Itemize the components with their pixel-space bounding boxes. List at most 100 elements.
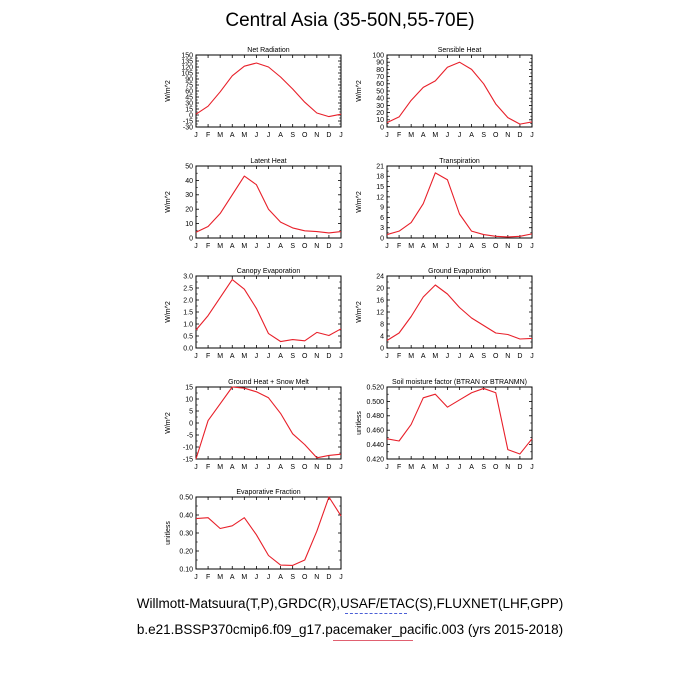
panel-title: Latent Heat <box>250 158 286 165</box>
y-axis-label: W/m^2 <box>165 191 172 213</box>
x-tick-label: A <box>421 464 426 471</box>
x-tick-label: J <box>446 132 450 139</box>
x-tick-label: O <box>302 353 308 360</box>
series-line <box>386 284 533 341</box>
y-tick-label: 2.5 <box>183 285 193 292</box>
y-tick-label: 16 <box>376 297 384 304</box>
y-axis-label: W/m^2 <box>356 80 363 102</box>
x-tick-label: J <box>385 132 389 139</box>
x-tick-label: J <box>339 353 343 360</box>
y-tick-label: 0.440 <box>366 442 384 449</box>
y-tick-label: 2.0 <box>183 297 193 304</box>
x-tick-label: J <box>446 464 450 471</box>
chart-panel: Canopy Evaporation W/m^2 0.0 0.5 1.0 1.5 2.0 2.… <box>165 268 343 360</box>
x-tick-label: N <box>314 243 319 250</box>
y-tick-label: 15 <box>376 184 384 191</box>
y-tick-label: 15 <box>185 384 193 391</box>
x-tick-label: M <box>408 353 414 360</box>
x-tick-label: D <box>517 464 522 471</box>
series-line <box>195 496 342 566</box>
x-tick-label: A <box>230 574 235 581</box>
y-tick-label: 3 <box>380 225 384 232</box>
x-tick-label: A <box>230 353 235 360</box>
y-tick-label: 135 <box>181 58 193 65</box>
y-tick-label: 0.460 <box>366 428 384 435</box>
series-line <box>195 279 342 343</box>
y-tick-label: 40 <box>185 178 193 185</box>
x-tick-label: D <box>326 464 331 471</box>
y-tick-label: 20 <box>376 110 384 117</box>
y-tick-label: 100 <box>372 52 384 59</box>
x-tick-label: A <box>421 353 426 360</box>
panel-title: Transpiration <box>439 158 480 165</box>
x-tick-label: S <box>290 574 295 581</box>
y-axis-label: unitless <box>356 411 363 435</box>
x-tick-label: J <box>267 353 271 360</box>
x-tick-label: J <box>458 243 462 250</box>
x-tick-label: M <box>241 243 247 250</box>
x-tick-label: J <box>339 132 343 139</box>
x-tick-label: J <box>267 243 271 250</box>
x-tick-label: J <box>385 353 389 360</box>
chart-panel: Ground Heat + Snow Melt W/m^2 -15 -10 -5 0 5 10… <box>165 379 343 471</box>
y-tick-label: 10 <box>185 221 193 228</box>
x-tick-label: A <box>278 574 283 581</box>
panel-title: Canopy Evaporation <box>237 268 301 275</box>
x-tick-label: A <box>469 353 474 360</box>
x-tick-label: J <box>385 243 389 250</box>
panel-title: Ground Heat + Snow Melt <box>228 379 309 386</box>
y-axis-label: W/m^2 <box>165 80 172 102</box>
y-axis-label: W/m^2 <box>165 301 172 323</box>
y-tick-label: 75 <box>185 82 193 89</box>
x-tick-label: A <box>278 243 283 250</box>
x-tick-label: A <box>421 243 426 250</box>
y-tick-label: 5 <box>189 408 193 415</box>
x-tick-label: J <box>339 464 343 471</box>
x-tick-label: F <box>397 132 401 139</box>
series-line <box>386 387 533 455</box>
page-title: Central Asia (35-50N,55-70E) <box>225 10 475 31</box>
x-tick-label: J <box>255 353 259 360</box>
x-tick-label: O <box>302 243 308 250</box>
x-tick-label: A <box>421 132 426 139</box>
x-tick-label: A <box>278 353 283 360</box>
y-tick-label: 30 <box>185 192 193 199</box>
y-tick-label: 0.40 <box>179 512 193 519</box>
x-tick-label: O <box>302 132 308 139</box>
y-tick-label: 21 <box>376 163 384 170</box>
x-tick-label: D <box>326 243 331 250</box>
x-tick-label: S <box>481 353 486 360</box>
x-tick-label: S <box>481 243 486 250</box>
x-tick-label: A <box>469 243 474 250</box>
panel-title: Soil moisture factor (BTRAN or BTRANMN) <box>392 379 527 386</box>
x-tick-label: M <box>217 574 223 581</box>
x-tick-label: M <box>432 132 438 139</box>
series-line <box>195 62 342 118</box>
y-tick-label: 45 <box>185 94 193 101</box>
case-name-caption: b.e21.BSSP370cmip6.f09_g17.pacemaker_pac… <box>136 622 564 637</box>
x-tick-label: J <box>530 353 534 360</box>
x-tick-label: M <box>408 464 414 471</box>
y-tick-label: 60 <box>185 88 193 95</box>
x-tick-label: M <box>217 243 223 250</box>
y-tick-label: 60 <box>376 81 384 88</box>
x-tick-label: J <box>194 574 198 581</box>
x-tick-label: A <box>230 243 235 250</box>
y-tick-label: 0.420 <box>366 456 384 463</box>
x-tick-label: O <box>493 132 499 139</box>
x-tick-label: J <box>446 243 450 250</box>
plot-frame <box>195 54 342 128</box>
y-tick-label: 10 <box>185 396 193 403</box>
x-tick-label: D <box>326 132 331 139</box>
y-tick-label: 150 <box>181 52 193 59</box>
x-tick-label: O <box>302 574 308 581</box>
chart-panel: Soil moisture factor (BTRAN or BTRANMN) u… <box>356 379 534 471</box>
y-tick-label: -10 <box>183 444 193 451</box>
x-tick-label: N <box>314 353 319 360</box>
x-tick-label: M <box>432 243 438 250</box>
x-tick-label: F <box>397 353 401 360</box>
caption-underline-red <box>333 640 413 641</box>
panel-title: Net Radiation <box>247 47 290 54</box>
x-tick-label: F <box>206 464 210 471</box>
x-tick-label: J <box>530 464 534 471</box>
